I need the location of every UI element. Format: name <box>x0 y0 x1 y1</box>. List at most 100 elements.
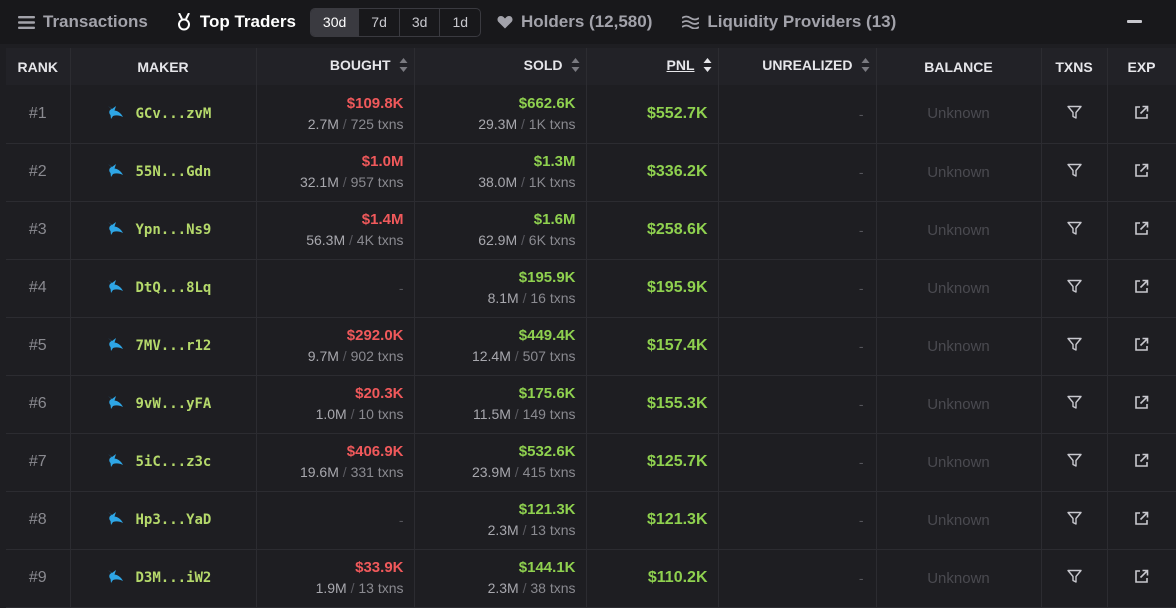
maker-cell[interactable]: Hp3...YaD <box>70 491 257 550</box>
medal-icon <box>176 13 192 31</box>
table-row[interactable]: #2 55N...Gdn $1.0M 32.1M / 957 txns $1.3… <box>6 143 1176 202</box>
separator: / <box>345 232 357 248</box>
maker-address[interactable]: 7MV...r12 <box>135 338 212 354</box>
filter-icon[interactable] <box>1066 163 1082 181</box>
period-3d[interactable]: 3d <box>400 8 441 36</box>
maker-address[interactable]: Ypn...Ns9 <box>135 222 212 238</box>
maker-cell[interactable]: 55N...Gdn <box>70 143 257 202</box>
rank-cell: #5 <box>6 317 71 376</box>
tab-transactions[interactable]: Transactions <box>18 12 148 32</box>
filter-icon[interactable] <box>1066 221 1082 239</box>
filter-icon[interactable] <box>1066 569 1082 587</box>
bought-detail: 1.9M / 13 txns <box>315 580 404 596</box>
external-link-icon[interactable] <box>1134 395 1149 413</box>
table-row[interactable]: #6 9vW...yFA $20.3K 1.0M / 10 txns $175.… <box>6 375 1176 434</box>
external-link-icon[interactable] <box>1134 511 1149 529</box>
tab-liquidity-providers[interactable]: Liquidity Providers (13) <box>682 12 896 32</box>
balance-cell: Unknown <box>876 375 1042 434</box>
sold-detail: 8.1M / 16 txns <box>487 290 576 306</box>
maker-cell[interactable]: 5iC...z3c <box>70 433 257 492</box>
maker-address[interactable]: GCv...zvM <box>135 105 212 122</box>
external-link-icon[interactable] <box>1134 279 1149 297</box>
external-link-icon[interactable] <box>1134 163 1149 181</box>
col-maker: MAKER <box>70 48 257 85</box>
whale-icon <box>107 105 124 123</box>
balance-cell: Unknown <box>876 85 1042 144</box>
tab-top-traders[interactable]: Top Traders <box>176 12 296 32</box>
maker-address[interactable]: Hp3...YaD <box>135 512 212 528</box>
bought-cell: $20.3K 1.0M / 10 txns <box>256 375 415 434</box>
whale-icon <box>107 569 124 587</box>
col-bought[interactable]: BOUGHT <box>256 48 415 85</box>
maker-address[interactable]: 5iC...z3c <box>135 454 212 470</box>
maker-cell[interactable]: D3M...iW2 <box>70 549 257 608</box>
rank-cell: #9 <box>6 549 71 608</box>
whale-icon <box>107 511 124 529</box>
filter-icon[interactable] <box>1066 279 1082 297</box>
table-row[interactable]: #4 DtQ...8Lq - $195.9K 8.1M / 16 txns $1… <box>6 259 1176 318</box>
sold-usd: $1.6M <box>533 211 576 228</box>
maker-address[interactable]: 55N...Gdn <box>135 164 212 180</box>
bought-cell: $1.0M 32.1M / 957 txns <box>256 143 415 202</box>
col-sold[interactable]: SOLD <box>414 48 587 85</box>
maker-cell[interactable]: 9vW...yFA <box>70 375 257 434</box>
sold-detail: 23.9M / 415 txns <box>471 464 576 480</box>
table-row[interactable]: #5 7MV...r12 $292.0K 9.7M / 902 txns $44… <box>6 317 1176 376</box>
maker-address[interactable]: D3M...iW2 <box>135 570 212 586</box>
col-unrealized[interactable]: UNREALIZED <box>718 48 877 85</box>
sold-cell: $144.1K 2.3M / 38 txns <box>414 549 587 608</box>
bought-cell: $292.0K 9.7M / 902 txns <box>256 317 415 376</box>
maker-address[interactable]: 9vW...yFA <box>135 396 212 412</box>
external-link-icon[interactable] <box>1134 569 1149 587</box>
period-30d[interactable]: 30d <box>310 8 360 36</box>
table-row[interactable]: #7 5iC...z3c $406.9K 19.6M / 331 txns $5… <box>6 433 1176 492</box>
external-link-icon[interactable] <box>1134 453 1149 471</box>
tab-holders[interactable]: Holders (12,580) <box>497 12 652 32</box>
txns-cell <box>1041 201 1108 260</box>
bought-cell: $33.9K 1.9M / 13 txns <box>256 549 415 608</box>
col-exp: EXP <box>1107 48 1176 85</box>
external-link-icon[interactable] <box>1134 221 1149 239</box>
col-rank: RANK <box>6 48 71 85</box>
external-link-icon[interactable] <box>1134 337 1149 355</box>
table-row[interactable]: #3 Ypn...Ns9 $1.4M 56.3M / 4K txns $1.6M… <box>6 201 1176 260</box>
balance-cell: Unknown <box>876 143 1042 202</box>
filter-icon[interactable] <box>1066 395 1082 413</box>
separator: / <box>518 290 531 306</box>
separator: / <box>517 115 529 132</box>
period-7d[interactable]: 7d <box>359 8 400 36</box>
table-row[interactable]: #8 Hp3...YaD - $121.3K 2.3M / 13 txns $1… <box>6 491 1176 550</box>
maker-cell[interactable]: DtQ...8Lq <box>70 259 257 318</box>
sold-cell: $1.6M 62.9M / 6K txns <box>414 201 587 260</box>
maker-cell[interactable]: 7MV...r12 <box>70 317 257 376</box>
external-link-icon[interactable] <box>1134 105 1149 123</box>
filter-icon[interactable] <box>1066 453 1082 471</box>
maker-address[interactable]: DtQ...8Lq <box>135 280 212 296</box>
bought-usd: $20.3K <box>355 385 404 402</box>
filter-icon[interactable] <box>1066 511 1082 529</box>
maker-cell[interactable]: Ypn...Ns9 <box>70 201 257 260</box>
sold-cell: $662.6K 29.3M / 1K txns <box>414 85 587 144</box>
filter-icon[interactable] <box>1066 105 1082 123</box>
sold-detail: 62.9M / 6K txns <box>478 232 576 248</box>
collapse-button[interactable] <box>1127 20 1142 23</box>
exp-cell <box>1107 201 1176 260</box>
sort-icon <box>399 57 408 76</box>
sold-usd: $532.6K <box>518 443 576 460</box>
maker-cell[interactable]: GCv...zvM <box>70 85 257 144</box>
sold-cell: $195.9K 8.1M / 16 txns <box>414 259 587 318</box>
separator: / <box>346 580 359 596</box>
unrealized-cell: - <box>718 549 877 608</box>
table-row[interactable]: #1 GCv...zvM $109.8K 2.7M / 725 txns $66… <box>6 85 1176 144</box>
sold-cell: $121.3K 2.3M / 13 txns <box>414 491 587 550</box>
table-row[interactable]: #9 D3M...iW2 $33.9K 1.9M / 13 txns $144.… <box>6 549 1176 608</box>
sold-detail: 12.4M / 507 txns <box>471 348 576 364</box>
bought-usd: $1.4M <box>361 211 404 228</box>
col-pnl[interactable]: PNL <box>586 48 719 85</box>
sold-usd: $449.4K <box>518 327 576 344</box>
period-1d[interactable]: 1d <box>452 14 469 30</box>
bought-cell: $1.4M 56.3M / 4K txns <box>256 201 415 260</box>
bought-usd: $33.9K <box>355 559 404 576</box>
filter-icon[interactable] <box>1066 337 1082 355</box>
sold-detail: 11.5M / 149 txns <box>473 406 576 422</box>
